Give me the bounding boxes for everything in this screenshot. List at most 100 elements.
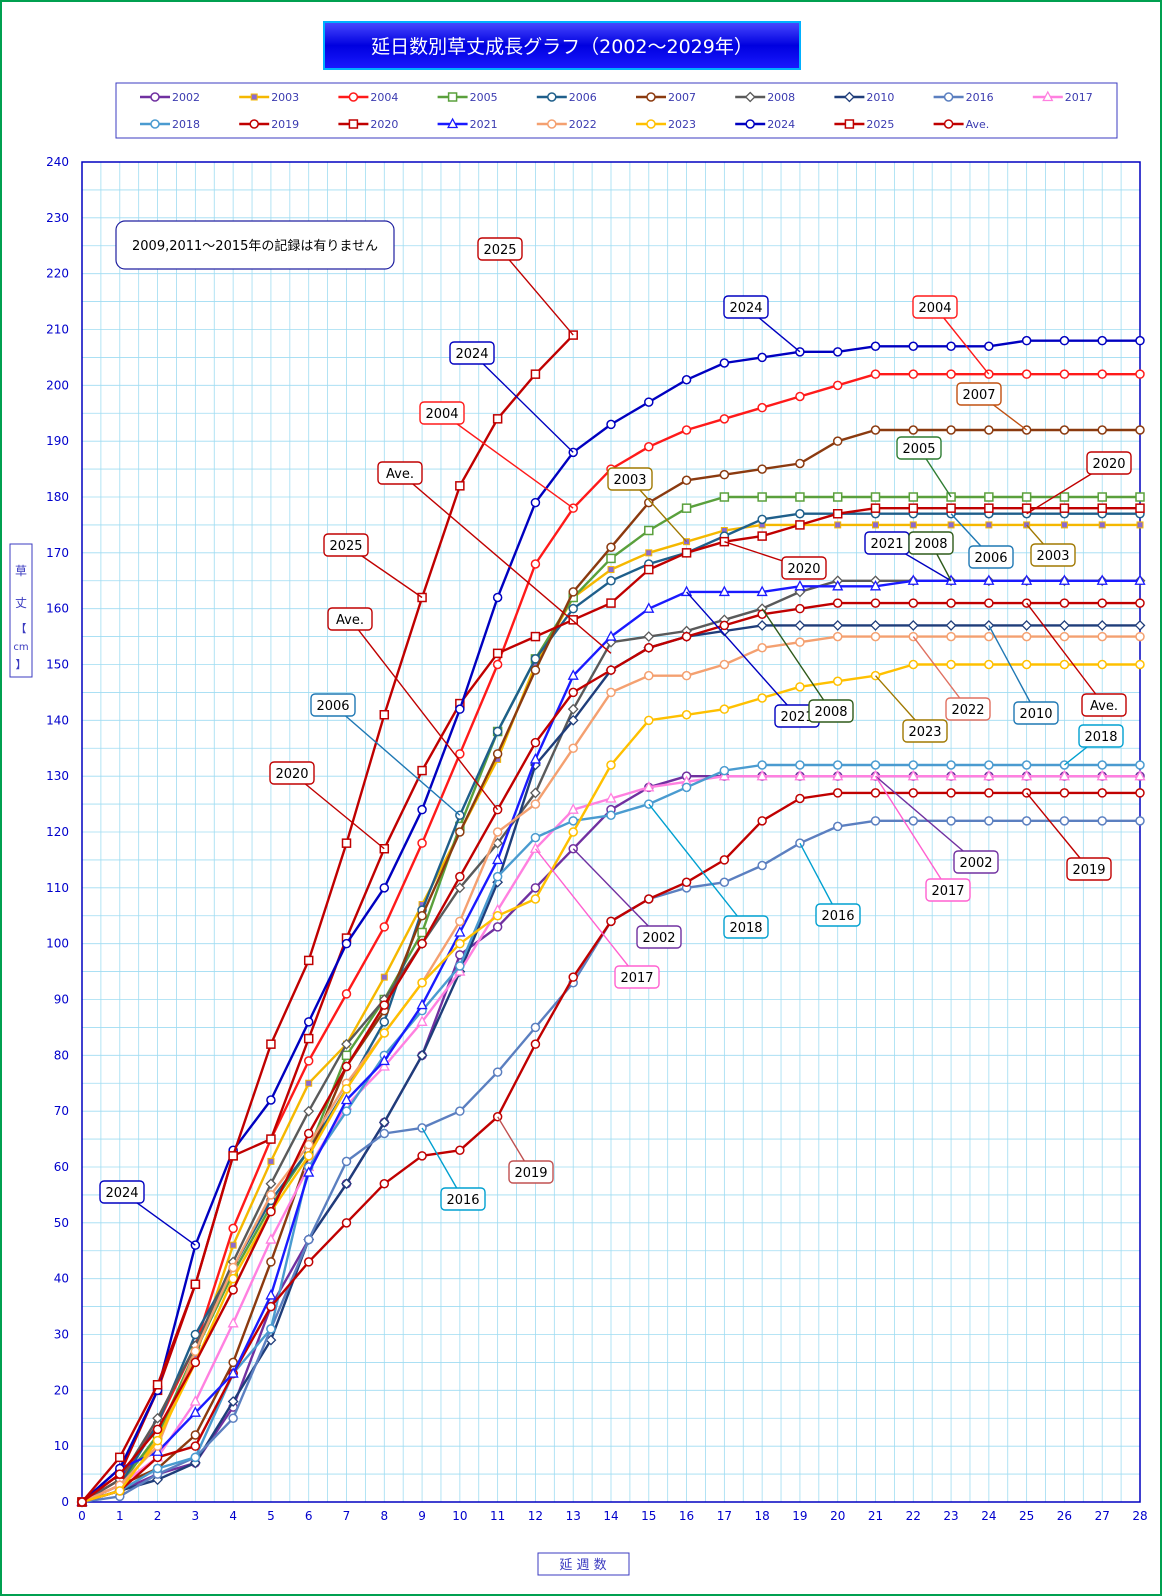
callout-box xyxy=(808,699,854,723)
data-point xyxy=(492,648,503,659)
data-point xyxy=(945,769,957,781)
data-point xyxy=(757,760,767,770)
data-point xyxy=(530,665,541,675)
data-point xyxy=(303,1257,314,1267)
data-point xyxy=(870,369,881,379)
y-tick-label: 70 xyxy=(54,1104,69,1118)
data-point xyxy=(303,1128,314,1139)
callout-box xyxy=(723,295,769,319)
data-point xyxy=(1134,574,1146,585)
data-point xyxy=(946,425,956,435)
legend-swatch-marker xyxy=(447,92,458,102)
data-point xyxy=(645,549,653,557)
callout-leader xyxy=(874,775,949,891)
data-point xyxy=(870,619,881,631)
legend-item: 2010 xyxy=(834,91,894,104)
data-point xyxy=(795,637,805,647)
callout-box xyxy=(269,761,315,785)
data-point xyxy=(1060,521,1068,529)
data-point xyxy=(455,749,465,759)
callout-leader xyxy=(1026,792,1090,870)
data-point xyxy=(872,521,879,529)
legend-item: 2021 xyxy=(437,117,498,131)
data-point xyxy=(530,631,541,642)
series-2024 xyxy=(77,335,1145,1507)
data-point xyxy=(567,714,579,726)
data-point xyxy=(908,760,919,770)
callout-label: 2003 xyxy=(613,473,646,488)
data-point xyxy=(606,598,616,608)
data-point xyxy=(832,436,843,446)
legend-label: 2020 xyxy=(370,118,398,131)
data-point xyxy=(266,1190,276,1200)
data-point xyxy=(643,631,655,643)
legend-swatch-marker xyxy=(547,92,557,102)
callout-label: Ave. xyxy=(1090,699,1118,714)
callout-box xyxy=(419,401,465,425)
data-point xyxy=(1135,425,1145,435)
callout: 2006 xyxy=(950,513,1014,569)
data-point xyxy=(832,509,843,519)
data-point xyxy=(1097,631,1107,642)
callout-label: 2024 xyxy=(455,347,488,362)
callout: 2008 xyxy=(908,531,954,582)
data-point xyxy=(795,458,805,469)
data-point xyxy=(227,1396,239,1407)
data-point xyxy=(568,827,578,837)
callout-leader xyxy=(648,803,747,928)
data-point xyxy=(455,704,465,714)
data-point xyxy=(1097,492,1107,502)
data-point xyxy=(1134,619,1146,631)
data-point xyxy=(946,631,956,642)
data-point xyxy=(1059,631,1070,642)
data-point xyxy=(719,877,730,887)
data-point xyxy=(795,492,805,502)
callout-leader xyxy=(1026,602,1105,706)
x-tick-label: 12 xyxy=(528,1509,543,1523)
data-point xyxy=(1059,788,1070,798)
chart-title-box: 延日数別草丈成長グラフ（2002～2029年） xyxy=(323,21,801,70)
data-point xyxy=(832,619,844,631)
y-tick-label: 120 xyxy=(46,825,69,839)
data-point xyxy=(1135,760,1145,770)
data-point xyxy=(606,665,616,675)
legend-swatch-marker xyxy=(150,119,160,129)
data-point xyxy=(907,574,919,585)
data-point xyxy=(908,816,919,826)
data-point xyxy=(908,341,919,351)
data-point xyxy=(228,1285,238,1295)
y-tick-label: 90 xyxy=(54,993,69,1007)
callout-box xyxy=(908,531,954,555)
data-point xyxy=(908,425,919,435)
x-tick-label: 21 xyxy=(868,1509,883,1523)
x-tick-label: 0 xyxy=(78,1509,86,1523)
data-point xyxy=(870,760,881,770)
callout-box xyxy=(477,237,523,261)
callout-box xyxy=(508,1160,554,1184)
legend-item: 2023 xyxy=(636,118,696,131)
data-point xyxy=(455,961,465,971)
callout-box xyxy=(1078,724,1124,748)
data-point xyxy=(266,1257,276,1267)
ylabel-char-4: cm xyxy=(13,642,28,653)
data-point xyxy=(946,760,956,770)
data-point xyxy=(757,352,767,363)
data-point xyxy=(265,1289,277,1300)
data-point xyxy=(1096,574,1108,585)
data-point xyxy=(719,492,730,502)
data-point xyxy=(757,531,767,541)
legend-item: 2025 xyxy=(834,118,894,131)
data-point xyxy=(606,542,616,552)
data-point xyxy=(305,1079,313,1087)
ylabel-box: 草 丈 【 cm 】 xyxy=(9,543,33,678)
callout-box xyxy=(323,533,369,557)
ylabel-char-1: 草 xyxy=(15,564,27,578)
series-ave xyxy=(77,598,1145,1507)
data-point xyxy=(267,1157,275,1165)
y-tick-label: 150 xyxy=(46,658,69,672)
y-tick-label: 110 xyxy=(46,881,69,895)
xlabel: 延 週 数 xyxy=(559,1558,606,1573)
y-tick-label: 20 xyxy=(54,1383,69,1397)
data-point xyxy=(228,1413,238,1423)
callout-box xyxy=(377,461,423,485)
